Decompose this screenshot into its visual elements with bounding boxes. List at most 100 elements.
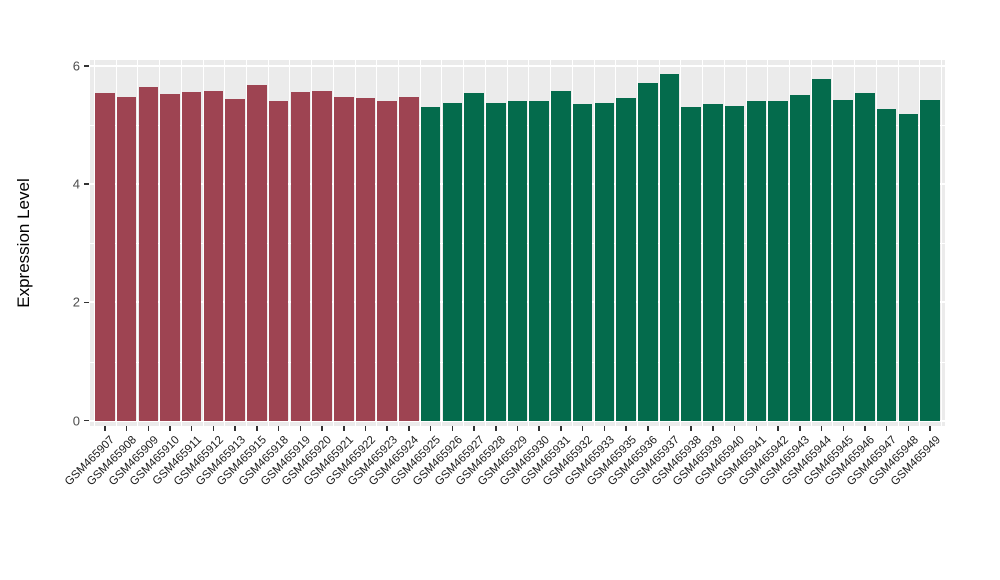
x-tick-mark (603, 426, 606, 431)
bar (355, 97, 376, 421)
x-tick-mark (538, 426, 540, 431)
y-tick-mark (84, 183, 89, 185)
gridline-minor-vertical (506, 60, 508, 426)
gridline-major-horizontal (90, 64, 945, 67)
x-tick-mark (190, 426, 193, 431)
gridline-minor-vertical (788, 60, 790, 426)
bar (898, 114, 919, 421)
gridline-minor-vertical (441, 60, 443, 426)
x-tick-mark (473, 426, 475, 431)
bar (529, 100, 549, 421)
bar (247, 85, 267, 421)
y-tick-label: 4 (72, 176, 80, 192)
gridline-minor-vertical (115, 60, 117, 426)
x-tick-mark (343, 426, 345, 431)
y-tick-mark (84, 419, 89, 422)
bar (377, 100, 397, 421)
bar (616, 98, 636, 421)
bar (116, 97, 137, 421)
gridline-minor-vertical (615, 60, 617, 426)
x-tick-mark (386, 426, 388, 431)
bar (790, 95, 810, 421)
gridline-minor-vertical (919, 60, 921, 426)
gridline-minor-vertical (702, 60, 704, 426)
x-tick-mark (647, 426, 649, 431)
bar (507, 100, 528, 421)
x-tick-mark (755, 426, 758, 431)
bar (290, 91, 311, 421)
bar (464, 93, 484, 421)
x-tick-mark (429, 426, 432, 431)
gridline-minor-vertical (832, 60, 834, 426)
gridline-minor-vertical (332, 60, 334, 426)
x-tick-mark (799, 426, 801, 431)
y-tick-mark (84, 301, 89, 304)
gridline-minor-vertical (398, 60, 400, 426)
gridline-minor-vertical (159, 60, 161, 426)
gridline-minor-vertical (267, 60, 269, 426)
bar (594, 103, 615, 421)
gridline-minor-vertical (875, 60, 877, 426)
x-tick-mark (820, 426, 823, 431)
plot-panel (90, 60, 945, 426)
x-tick-mark (277, 426, 280, 431)
x-tick-mark (581, 426, 584, 431)
gridline-minor-vertical (463, 60, 465, 426)
y-tick-label: 2 (72, 294, 80, 310)
x-tick-mark (147, 426, 150, 431)
gridline-minor-vertical (854, 60, 856, 426)
x-tick-mark (733, 426, 736, 431)
bar (442, 102, 463, 421)
bar (876, 109, 897, 421)
gridline-minor-vertical (354, 60, 356, 426)
x-tick-mark (907, 426, 910, 431)
x-tick-mark (408, 426, 410, 431)
x-tick-mark (690, 426, 692, 431)
x-tick-mark (929, 426, 931, 431)
x-tick-mark (104, 426, 106, 431)
gridline-minor-vertical (246, 60, 248, 426)
x-tick-mark (668, 426, 671, 431)
x-tick-mark (451, 426, 454, 431)
bar (638, 83, 658, 421)
bar (160, 94, 180, 421)
gridline-minor-vertical (311, 60, 313, 426)
bar (659, 74, 680, 421)
bar (920, 100, 940, 421)
gridline-minor-vertical (180, 60, 182, 426)
x-tick-mark (321, 426, 323, 431)
bar (681, 107, 701, 421)
gridline-minor-vertical (419, 60, 421, 426)
bar (572, 103, 593, 421)
gridline-major-horizontal (90, 419, 945, 422)
gridline-minor-vertical (897, 60, 899, 426)
x-tick-mark (777, 426, 779, 431)
bar (746, 101, 767, 421)
y-tick-label: 0 (72, 413, 80, 429)
x-tick-mark (495, 426, 497, 431)
bar (399, 97, 419, 421)
bar (724, 105, 745, 421)
bar (225, 99, 245, 421)
gridline-minor-vertical (767, 60, 769, 426)
gridline-minor-vertical (636, 60, 638, 426)
gridline-minor-vertical (137, 60, 139, 426)
bar (551, 91, 571, 421)
x-tick-mark (625, 426, 627, 431)
gridline-minor-vertical (550, 60, 552, 426)
bar (833, 100, 854, 421)
x-tick-mark (212, 426, 215, 431)
gridline-minor-vertical (202, 60, 204, 426)
bar (768, 101, 788, 421)
bar (203, 91, 224, 421)
gridline-minor-vertical (593, 60, 595, 426)
gridline-minor-vertical (571, 60, 573, 426)
gridline-minor-vertical (723, 60, 725, 426)
x-tick-mark (299, 426, 302, 431)
gridline-minor-vertical (810, 60, 812, 426)
bar (420, 106, 441, 421)
bar (312, 90, 332, 421)
gridline-minor-vertical (680, 60, 682, 426)
gridline-minor-vertical (658, 60, 660, 426)
